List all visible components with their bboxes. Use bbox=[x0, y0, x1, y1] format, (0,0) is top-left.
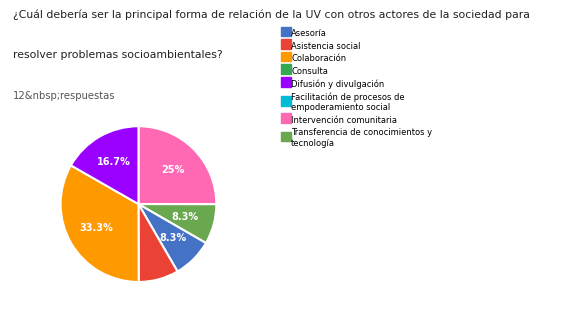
Wedge shape bbox=[61, 165, 138, 282]
Text: 16.7%: 16.7% bbox=[98, 157, 131, 167]
Wedge shape bbox=[138, 204, 216, 243]
Wedge shape bbox=[138, 204, 206, 272]
Text: 8.3%: 8.3% bbox=[171, 212, 198, 222]
Wedge shape bbox=[138, 126, 216, 204]
Text: 33.3%: 33.3% bbox=[80, 223, 114, 233]
Wedge shape bbox=[71, 126, 138, 204]
Text: 12&nbsp;respuestas: 12&nbsp;respuestas bbox=[13, 91, 115, 101]
Text: ¿Cuál debería ser la principal forma de relación de la UV con otros actores de l: ¿Cuál debería ser la principal forma de … bbox=[13, 9, 530, 20]
Text: 8.3%: 8.3% bbox=[159, 233, 186, 243]
Legend: Asesoría, Asistencia social, Colaboración, Consulta, Difusión y divulgación, Fac: Asesoría, Asistencia social, Colaboració… bbox=[281, 29, 432, 148]
Text: 25%: 25% bbox=[161, 165, 184, 175]
Wedge shape bbox=[138, 204, 178, 282]
Text: resolver problemas socioambientales?: resolver problemas socioambientales? bbox=[13, 50, 222, 60]
